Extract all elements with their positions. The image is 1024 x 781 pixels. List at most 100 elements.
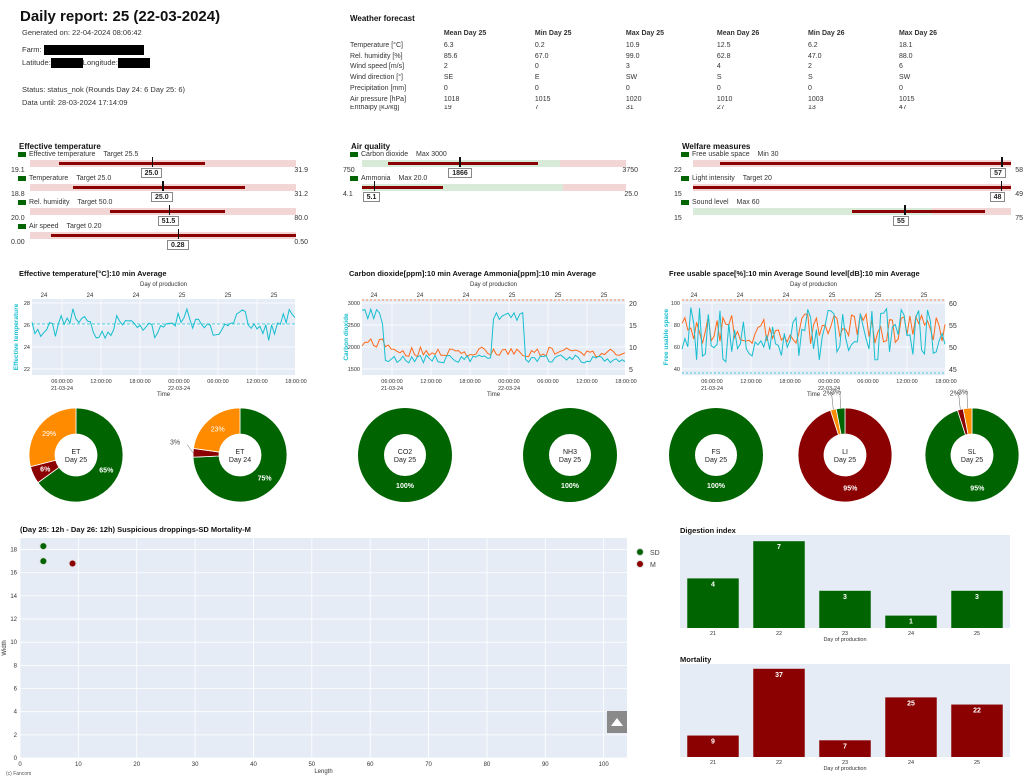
weather-cell: 6.2: [807, 41, 818, 49]
gauge-legend: Temperature Target 25.0: [18, 175, 111, 182]
redacted-longitude: [117, 58, 150, 69]
x-tick: 21: [710, 760, 716, 766]
weather-cell: 99.0: [625, 52, 640, 60]
scroll-top-button[interactable]: [607, 711, 627, 733]
gauge-value-box: 55: [893, 216, 909, 226]
farm-label: Farm:: [22, 45, 42, 54]
redacted-farm: [43, 45, 144, 56]
y2-tick: 45: [949, 367, 957, 374]
x-tick: 22: [776, 631, 782, 637]
weather-cell: 0: [534, 63, 539, 71]
gauge-value-box: 0.28: [166, 240, 189, 250]
series-line: [31, 307, 296, 341]
donut-leader: [958, 395, 961, 410]
bar-label: 4: [711, 581, 715, 588]
gauge-name: Temperature: [29, 175, 71, 182]
donut-slice-label: 75%: [258, 475, 273, 482]
top-axis-title: Day of production: [790, 282, 837, 288]
weather-cell: 0: [443, 85, 448, 93]
donut-hole: [696, 435, 736, 475]
y-tick: 2500: [348, 323, 360, 329]
data-until: Data until: 28-03-2024 17:14:09: [22, 98, 128, 107]
x-tick: 22-03-24: [168, 386, 190, 392]
top-axis-tick: 24: [133, 293, 140, 299]
weather-col-header: Max Day 26: [898, 29, 938, 37]
x-axis-label: Time: [157, 392, 171, 398]
donut-slice-label: 65%: [99, 467, 114, 474]
weather-cell: 7: [534, 104, 539, 111]
y-axis-label: Effective temperature: [13, 303, 20, 370]
gauge-max: 58: [1015, 167, 1023, 174]
legend-swatch: [18, 151, 26, 157]
x-tick: 06:00:00: [207, 379, 228, 385]
x-axis-label: Time: [487, 392, 501, 398]
donut-slice: [358, 408, 452, 502]
legend-swatch: [18, 175, 26, 181]
y-tick: 4: [14, 710, 18, 716]
gauge-legend: Free usable space Min 30: [681, 151, 779, 158]
gauge-target: Min 30: [757, 151, 779, 158]
x-tick: 12:00:00: [576, 379, 597, 385]
weather-cell: 13: [807, 104, 816, 111]
weather-row-label: Enthalpy [kJ/kg]: [350, 104, 400, 111]
weather-row: Rel. humidity [%] 85.6 67.0 99.0 62.8 47.0 88.…: [350, 51, 990, 62]
x-tick: 40: [250, 762, 257, 768]
donut-center-label: ET: [72, 449, 82, 456]
bar-label: 7: [843, 743, 847, 750]
series-line: [681, 307, 946, 363]
weather-cell: 88.0: [898, 52, 913, 60]
longitude-label: Longitude:: [82, 58, 118, 67]
legend-label: SD: [650, 550, 660, 557]
gauge-legend: Effective temperature Target 25.5: [18, 151, 138, 158]
weather-cell: 67.0: [534, 52, 549, 60]
gauge-legend: Carbon dioxide Max 3000: [350, 151, 447, 158]
x-tick: 25: [974, 631, 980, 637]
top-axis-tick: 25: [875, 293, 882, 299]
weather-cell: 47: [898, 104, 907, 111]
page-title: Daily report: 25 (22-03-2024): [20, 8, 221, 25]
top-axis-tick: 25: [225, 293, 232, 299]
weather-header-row: Mean Day 25 Min Day 25 Max Day 25 Mean Day …: [350, 26, 990, 40]
donut-slice-label: 100%: [707, 483, 726, 490]
donut-slice-label: 95%: [970, 486, 985, 493]
weather-cell: 10.9: [625, 41, 640, 49]
gauge-legend: Rel. humidity Target 50.0: [18, 199, 112, 206]
weather-cell: 2: [443, 63, 448, 71]
x-tick: 25: [974, 760, 980, 766]
gauge-max: 80.0: [294, 215, 308, 222]
x-tick: 12:00:00: [420, 379, 441, 385]
donut-slice-label: 95%: [843, 486, 858, 493]
x-tick: 00:00:00: [498, 379, 519, 385]
legend-swatch: [18, 199, 26, 205]
bar: [885, 697, 937, 757]
top-axis-tick: 24: [87, 293, 94, 299]
gauge-max: 75: [1015, 215, 1023, 222]
gauge-max: 3750: [622, 167, 638, 174]
y-tick: 6: [14, 687, 18, 693]
scatter-point: [68, 559, 77, 568]
weather-cell: SW: [625, 74, 638, 82]
gauge-name: Free usable space: [692, 151, 752, 158]
bar-label: 9: [711, 739, 715, 746]
gauge-min: 18.8: [11, 191, 25, 198]
gauge-max: 0.50: [294, 239, 308, 246]
weather-table: Mean Day 25 Min Day 25 Max Day 25 Mean Day …: [350, 26, 990, 111]
donut-slice: [523, 408, 617, 502]
bar-label: 22: [973, 708, 981, 715]
y-tick: 100: [671, 301, 680, 307]
digestion-title: Digestion index: [680, 526, 736, 535]
weather-row-label: Air pressure [hPa]: [350, 95, 407, 103]
x-tick: 0: [18, 762, 22, 768]
bar: [687, 578, 739, 628]
donut-hole: [56, 435, 96, 475]
gauge-name: Effective temperature: [29, 151, 98, 158]
timeseries-section: Effective temperature[°C]:10 min Average…: [0, 265, 1024, 398]
y-tick: 10: [10, 640, 17, 646]
gauge-value-box: 48: [989, 192, 1006, 202]
gauge-name: Carbon dioxide: [361, 151, 411, 158]
bar: [753, 668, 805, 757]
x-tick: 06:00:00: [51, 379, 72, 385]
legend-swatch: [681, 199, 689, 205]
